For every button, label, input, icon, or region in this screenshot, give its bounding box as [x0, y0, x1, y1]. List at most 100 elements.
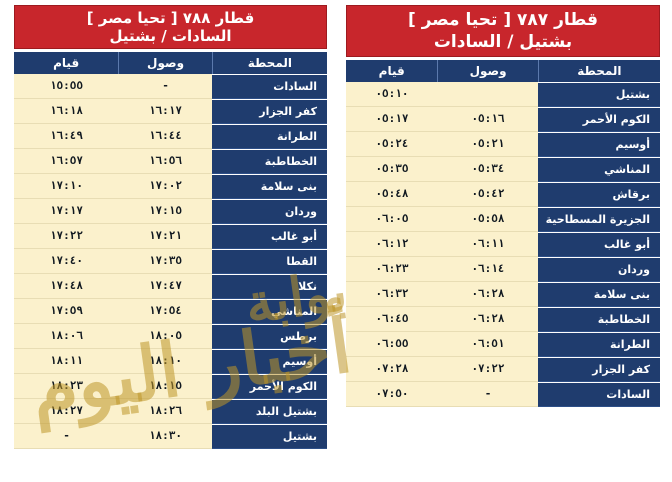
- timetable-row: ١٧:١٧ ١٧:١٥ وردان: [14, 199, 327, 224]
- timetable-row: ٠٦:٢٣ ٠٦:١٤ وردان: [346, 257, 660, 282]
- timetable-row: ١٨:١١ ١٨:١٠ أوسيم: [14, 349, 327, 374]
- arrival-cell: ١٧:٠٢: [119, 174, 212, 199]
- station-cell: بشتيل: [538, 82, 660, 107]
- station-cell: بنى سلامة: [212, 174, 327, 199]
- arrival-cell: ١٨:١٠: [119, 349, 212, 374]
- timetable-row: ١٧:١٠ ١٧:٠٢ بنى سلامة: [14, 174, 327, 199]
- timetable-row: ٠٥:١٧ ٠٥:١٦ الكوم الأحمر: [346, 107, 660, 132]
- station-cell: كفر الجزار: [538, 357, 660, 382]
- arrival-cell: -: [119, 74, 212, 99]
- timetable-row: ٠٦:٣٢ ٠٦:٢٨ بنى سلامة: [346, 282, 660, 307]
- timetable-row: ١٨:٠٦ ١٨:٠٥ برطس: [14, 324, 327, 349]
- train-788-header: قطار ٧٨٨ [ تحيا مصر ] السادات / بشتيل: [14, 5, 327, 49]
- arrival-cell: ٠٦:١٤: [438, 257, 538, 282]
- arrival-column-header: وصول: [438, 60, 539, 82]
- arrival-cell: ٠٦:٢٨: [438, 282, 538, 307]
- departure-cell: ٠٥:٢٤: [346, 132, 438, 157]
- timetable-row: ٠٧:٢٨ ٠٧:٢٢ كفر الجزار: [346, 357, 660, 382]
- departure-cell: ٠٦:٣٢: [346, 282, 438, 307]
- arrival-cell: ٠٥:٣٤: [438, 157, 538, 182]
- timetable-row: ٠٥:٤٨ ٠٥:٤٢ برقاش: [346, 182, 660, 207]
- arrival-cell: ١٨:١٥: [119, 374, 212, 399]
- station-cell: وردان: [212, 199, 327, 224]
- arrival-cell: -: [438, 382, 538, 407]
- train-788-column-headers: قيام وصول المحطة: [14, 52, 327, 74]
- timetable-row: -١٨:٣٠ بشتيل: [14, 424, 327, 449]
- arrival-cell: ١٨:٢٦: [119, 399, 212, 424]
- arrival-cell: ٠٧:٢٢: [438, 357, 538, 382]
- station-cell: برقاش: [538, 182, 660, 207]
- station-cell: السادات: [538, 382, 660, 407]
- station-column-header: المحطة: [577, 64, 622, 78]
- arrival-cell: ١٦:٥٦: [119, 149, 212, 174]
- station-cell: برطس: [212, 324, 327, 349]
- timetable-row: ١٦:٤٩ ١٦:٤٤ الطرانة: [14, 124, 327, 149]
- departure-cell: ٠٥:١٧: [346, 107, 438, 132]
- arrival-cell: ١٧:١٥: [119, 199, 212, 224]
- timetable-row: ٠٥:٣٥ ٠٥:٣٤ المناشي: [346, 157, 660, 182]
- arrival-cell: ١٧:٥٤: [119, 299, 212, 324]
- timetable-row: ٠٥:٢٤ ٠٥:٢١ أوسيم: [346, 132, 660, 157]
- departure-cell: ١٧:٥٩: [14, 299, 119, 324]
- station-cell: أوسيم: [538, 132, 660, 157]
- departure-cell: -: [14, 424, 119, 449]
- arrival-cell: ٠٥:٢١: [438, 132, 538, 157]
- departure-cell: ١٦:٥٧: [14, 149, 119, 174]
- departure-cell: ١٦:٤٩: [14, 124, 119, 149]
- timetable-row: ١٥:٥٥- السادات: [14, 74, 327, 99]
- arrival-cell: ١٨:٠٥: [119, 324, 212, 349]
- station-cell: بنى سلامة: [538, 282, 660, 307]
- station-cell: الطرانة: [538, 332, 660, 357]
- train-787-title: قطار ٧٨٧ [ تحيا مصر ]: [408, 10, 598, 30]
- train-788-route: السادات / بشتيل: [109, 27, 232, 45]
- departure-cell: ١٦:١٨: [14, 99, 119, 124]
- station-cell: السادات: [212, 74, 327, 99]
- departure-cell: ١٧:٤٨: [14, 274, 119, 299]
- station-cell: كفر الجزار: [212, 99, 327, 124]
- departure-cell: ٠٧:٢٨: [346, 357, 438, 382]
- timetable-row: ١٦:٥٧ ١٦:٥٦ الخطاطبة: [14, 149, 327, 174]
- departure-cell: ١٧:١٠: [14, 174, 119, 199]
- arrival-cell: ١٦:٤٤: [119, 124, 212, 149]
- station-cell: أبو غالب: [212, 224, 327, 249]
- arrival-cell: ٠٦:٢٨: [438, 307, 538, 332]
- arrival-cell: ٠٦:٥١: [438, 332, 538, 357]
- timetable-row: ٠٦:٠٥ ٠٥:٥٨ الجزيرة المسطاحية: [346, 207, 660, 232]
- timetable-row: ١٧:٤٨ ١٧:٤٧ نكلا: [14, 274, 327, 299]
- arrival-cell: ١٦:١٧: [119, 99, 212, 124]
- station-cell: الخطاطبة: [538, 307, 660, 332]
- departure-cell: ٠٧:٥٠: [346, 382, 438, 407]
- arrival-cell: ١٧:٣٥: [119, 249, 212, 274]
- departure-cell: ١٨:٢٧: [14, 399, 119, 424]
- timetable-row: ٠٦:٥٥ ٠٦:٥١ الطرانة: [346, 332, 660, 357]
- station-cell: القطا: [212, 249, 327, 274]
- departure-column-header: قيام: [346, 60, 439, 82]
- train-787-column-headers: قيام وصول المحطة: [346, 60, 660, 82]
- station-cell: بشتيل البلد: [212, 399, 327, 424]
- arrival-cell: ١٨:٣٠: [119, 424, 212, 449]
- departure-column-header: قيام: [14, 52, 120, 74]
- train-787-header: قطار ٧٨٧ [ تحيا مصر ] بشتيل / السادات: [346, 5, 660, 57]
- timetable-row: ١٧:٤٠ ١٧:٣٥ القطا: [14, 249, 327, 274]
- departure-cell: ١٨:٢٣: [14, 374, 119, 399]
- station-cell: أبو غالب: [538, 232, 660, 257]
- train-788-rows: ١٥:٥٥- السادات ١٦:١٨ ١٦:١٧ كفر الجزار ١٦:٤٩ ١٦…: [14, 74, 327, 449]
- departure-cell: ١٧:١٧: [14, 199, 119, 224]
- station-column-header: المحطة: [247, 56, 292, 70]
- timetable-row: ٠٦:٤٥ ٠٦:٢٨ الخطاطبة: [346, 307, 660, 332]
- station-cell: الجزيرة المسطاحية: [538, 207, 660, 232]
- departure-cell: ١٨:١١: [14, 349, 119, 374]
- station-cell: المناشي: [212, 299, 327, 324]
- station-cell: المناشي: [538, 157, 660, 182]
- departure-cell: ٠٦:٢٣: [346, 257, 438, 282]
- arrival-cell: [438, 82, 538, 107]
- timetable-row: ١٨:٢٣ ١٨:١٥ الكوم الأحمر: [14, 374, 327, 399]
- station-cell: الخطاطبة: [212, 149, 327, 174]
- departure-cell: ٠٦:٠٥: [346, 207, 438, 232]
- station-cell: بشتيل: [212, 424, 327, 449]
- train-788-title: قطار ٧٨٨ [ تحيا مصر ]: [86, 9, 255, 27]
- station-cell: الطرانة: [212, 124, 327, 149]
- train-787-route: بشتيل / السادات: [433, 32, 573, 52]
- departure-cell: ٠٥:١٠: [346, 82, 438, 107]
- departure-cell: ٠٦:٤٥: [346, 307, 438, 332]
